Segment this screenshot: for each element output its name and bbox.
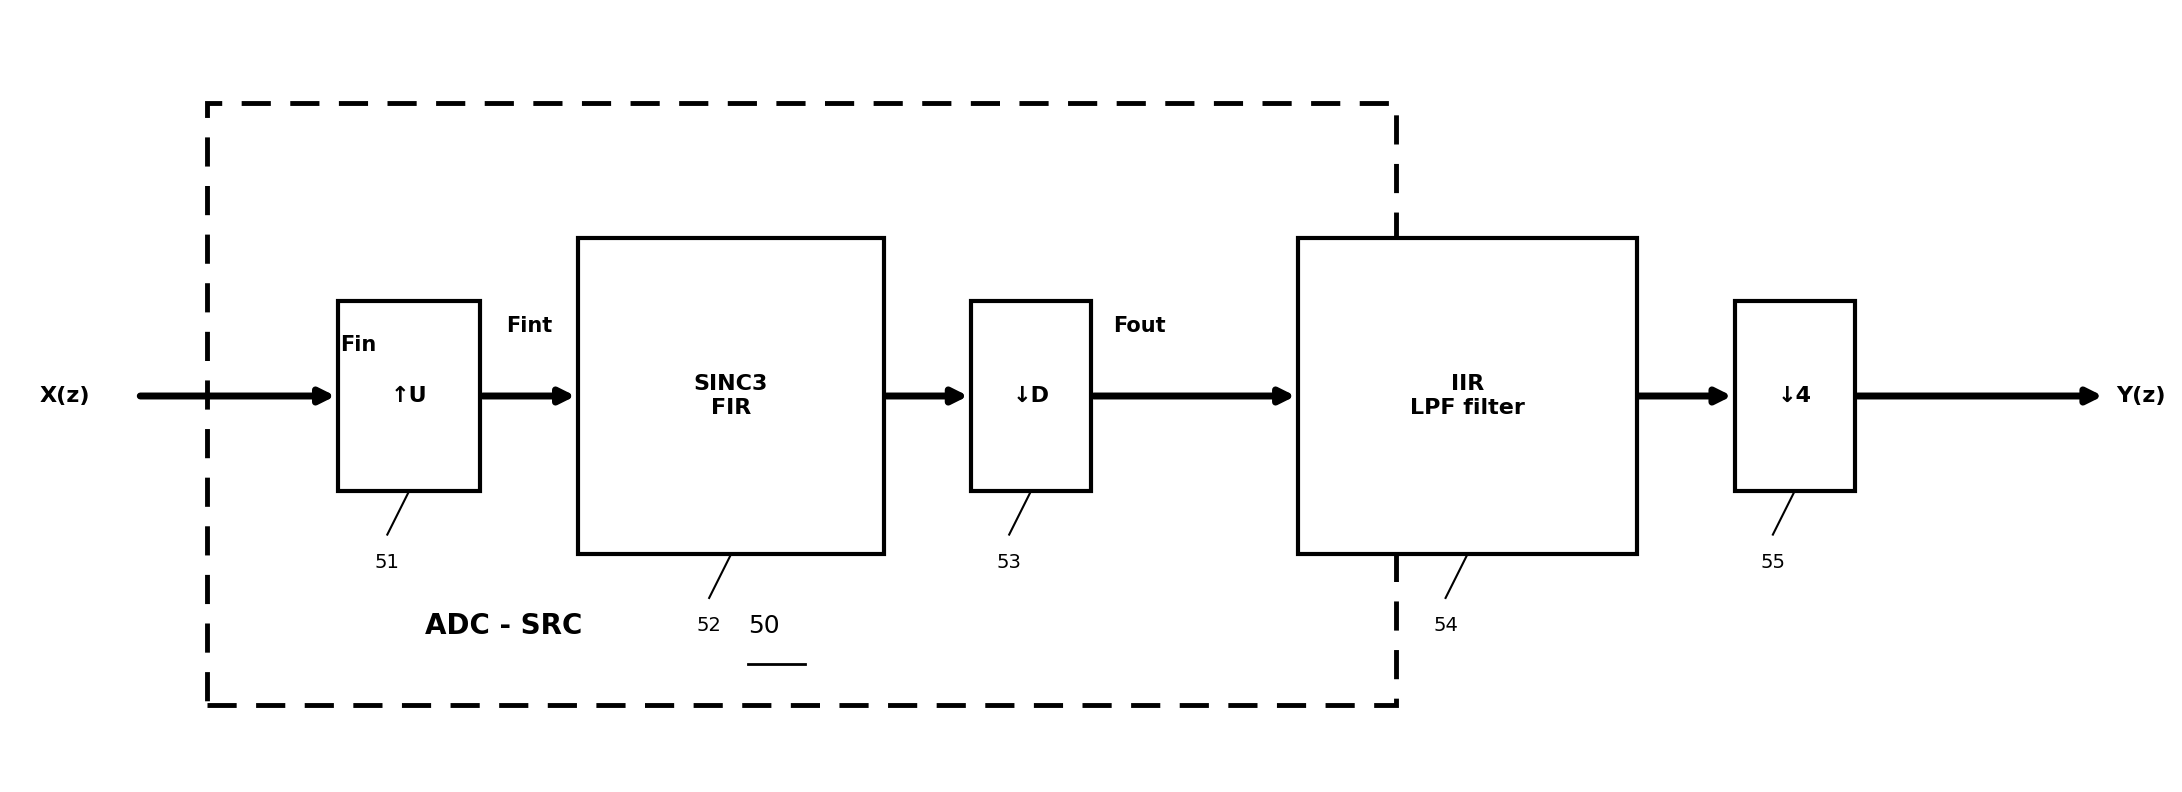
Text: Fint: Fint — [506, 316, 552, 337]
Bar — [1298, 238, 1636, 554]
Text: 50: 50 — [748, 614, 779, 638]
Text: Fout: Fout — [1113, 316, 1165, 337]
Text: ↑U: ↑U — [391, 386, 428, 406]
Bar — [207, 103, 1396, 705]
Text: ↓D: ↓D — [1012, 386, 1050, 406]
Text: Y(z): Y(z) — [2117, 386, 2167, 406]
Text: 51: 51 — [375, 553, 399, 572]
Text: ADC - SRC: ADC - SRC — [425, 611, 583, 640]
Text: 55: 55 — [1761, 553, 1785, 572]
Bar — [1735, 301, 1855, 491]
Text: 52: 52 — [696, 616, 722, 635]
Bar — [971, 301, 1091, 491]
Text: 53: 53 — [997, 553, 1021, 572]
Text: SINC3
FIR: SINC3 FIR — [694, 375, 768, 417]
Bar — [578, 238, 884, 554]
Text: 54: 54 — [1434, 616, 1458, 635]
Text: X(z): X(z) — [39, 386, 89, 406]
Text: IIR
LPF filter: IIR LPF filter — [1410, 375, 1525, 417]
Text: ↓4: ↓4 — [1778, 386, 1811, 406]
Bar — [338, 301, 480, 491]
Text: Fin: Fin — [340, 334, 377, 355]
